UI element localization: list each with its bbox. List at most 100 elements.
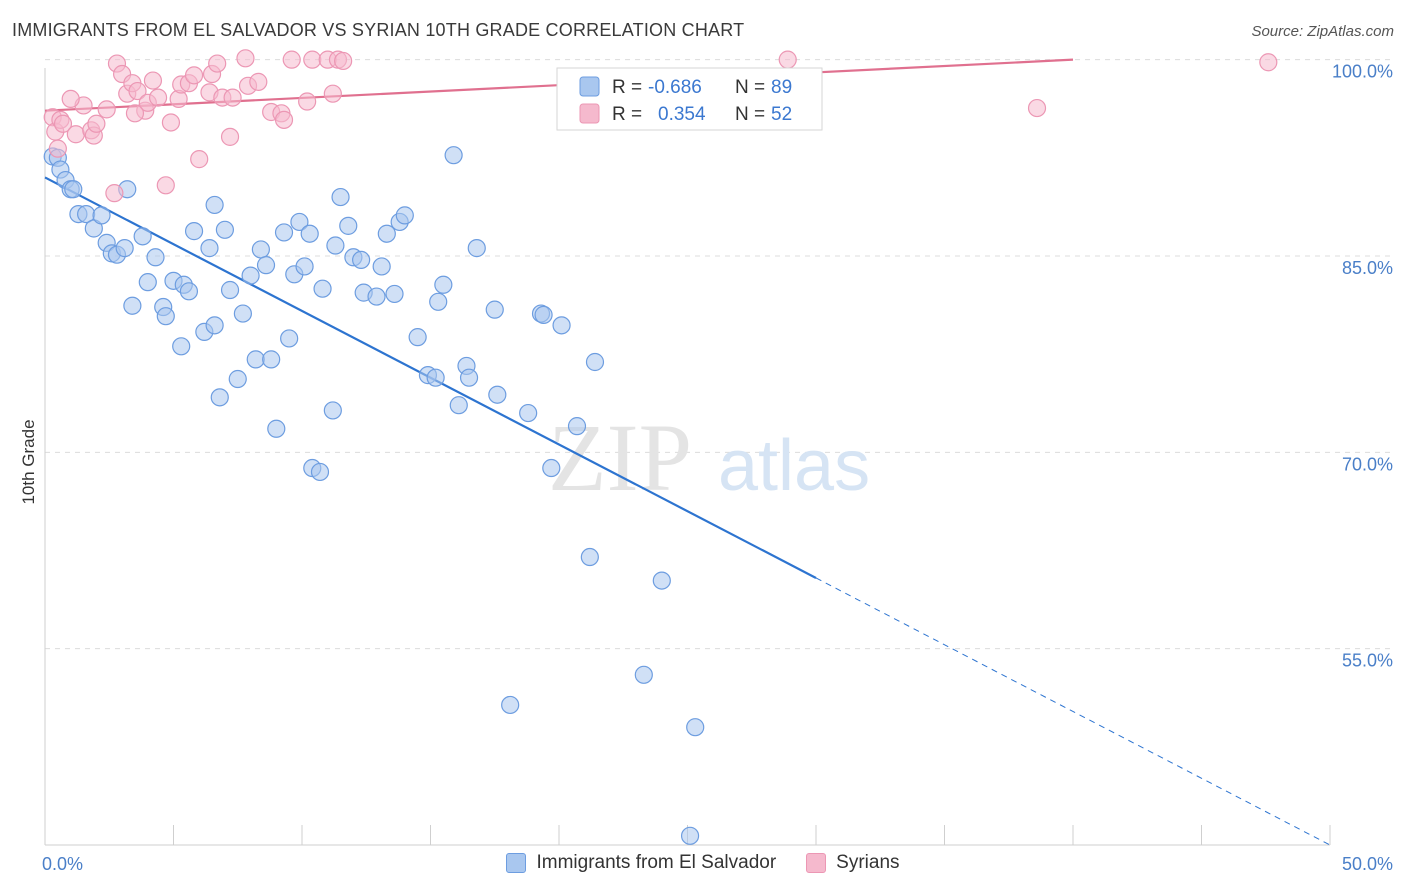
legend-swatch-pink <box>579 103 600 124</box>
y-axis-label: 10th Grade <box>19 419 38 504</box>
source-credit: Source: ZipAtlas.com <box>1251 23 1394 40</box>
legend-item-el-salvador: Immigrants from El Salvador <box>506 852 776 874</box>
point-el-salvador-66 <box>429 292 448 311</box>
point-syrians-34 <box>236 49 255 68</box>
point-el-salvador-81 <box>567 417 587 436</box>
point-el-salvador-17 <box>138 273 157 292</box>
point-syrians-33 <box>223 88 242 107</box>
point-el-salvador-63 <box>408 328 427 347</box>
legend-blue-r-label: R = <box>612 77 642 98</box>
point-syrians-2 <box>48 139 67 158</box>
legend-pink-n-value: 52 <box>771 104 792 125</box>
point-el-salvador-20 <box>156 307 175 326</box>
point-el-salvador-30 <box>210 388 229 407</box>
point-el-salvador-51 <box>326 236 345 255</box>
point-syrians-36 <box>249 72 268 91</box>
point-el-salvador-39 <box>262 350 281 369</box>
legend-pink-r-label: R = <box>612 104 642 125</box>
point-el-salvador-58 <box>372 257 391 276</box>
point-syrians-40 <box>282 50 301 69</box>
point-el-salvador-86 <box>686 718 705 737</box>
point-el-salvador-73 <box>485 300 504 319</box>
point-el-salvador-52 <box>331 187 350 207</box>
series-el-salvador-points <box>43 146 705 845</box>
point-el-salvador-62 <box>395 206 414 225</box>
point-el-salvador-83 <box>585 352 605 372</box>
point-syrians-42 <box>303 50 322 69</box>
point-el-salvador-82 <box>580 547 599 567</box>
point-el-salvador-41 <box>274 223 294 242</box>
point-el-salvador-44 <box>290 212 309 232</box>
point-el-salvador-84 <box>634 665 653 684</box>
x-tick-label-1: 50.0% <box>1342 854 1393 874</box>
point-el-salvador-15 <box>133 227 152 246</box>
point-el-salvador-18 <box>146 248 165 267</box>
point-el-salvador-48 <box>310 462 330 482</box>
point-el-salvador-50 <box>323 401 342 420</box>
point-syrians-46 <box>334 51 353 71</box>
point-el-salvador-9 <box>92 206 111 225</box>
point-syrians-19 <box>143 71 163 90</box>
point-el-salvador-38 <box>256 256 276 275</box>
axes <box>44 68 1331 846</box>
point-syrians-32 <box>220 127 240 146</box>
legend-swatch-syrians <box>806 853 827 873</box>
point-el-salvador-28 <box>205 195 224 215</box>
legend-box <box>556 67 823 131</box>
gridlines <box>45 59 1392 650</box>
point-el-salvador-35 <box>241 266 260 285</box>
point-el-salvador-36 <box>246 350 265 369</box>
legend-swatch-blue <box>579 76 600 97</box>
point-syrians-10 <box>97 100 116 119</box>
legend-blue-r-value: -0.686 <box>648 77 702 98</box>
point-el-salvador-24 <box>179 282 199 301</box>
y-tick-label-0: 55.0% <box>1342 651 1393 671</box>
point-syrians-39 <box>274 110 294 129</box>
point-el-salvador-80 <box>552 316 571 335</box>
point-syrians-41 <box>298 92 317 111</box>
series-legend: Immigrants from El Salvador Syrians <box>0 852 1406 874</box>
legend-pink-n-label: N = <box>735 104 765 125</box>
point-syrians-4 <box>53 114 73 133</box>
point-syrians-16 <box>128 81 147 101</box>
point-syrians-44 <box>323 84 342 103</box>
point-el-salvador-60 <box>385 284 404 304</box>
point-el-salvador-85 <box>652 571 671 590</box>
point-el-salvador-71 <box>459 368 479 387</box>
legend-item-syrians: Syrians <box>806 852 900 874</box>
legend-pink-r-value: 0.354 <box>658 104 706 125</box>
legend-swatch-el-salvador <box>506 853 527 873</box>
point-el-salvador-75 <box>501 695 520 715</box>
point-el-salvador-59 <box>377 224 396 243</box>
point-el-salvador-76 <box>519 403 538 423</box>
point-el-salvador-78 <box>534 305 553 324</box>
point-el-salvador-45 <box>295 257 314 276</box>
point-el-salvador-5 <box>64 180 83 199</box>
series-syrians-points <box>43 49 1278 203</box>
tick-labels: 55.0% 70.0% 85.0% 100.0% 0.0% 50.0% <box>42 62 1393 874</box>
point-syrians-47 <box>778 50 797 69</box>
legend-blue-n-label: N = <box>735 77 765 98</box>
chart-title: IMMIGRANTS FROM EL SALVADOR VS SYRIAN 10… <box>12 20 745 40</box>
point-el-salvador-31 <box>215 220 234 239</box>
y-tick-label-2: 85.0% <box>1342 258 1393 278</box>
legend-blue-n-value: 89 <box>771 77 792 98</box>
point-el-salvador-74 <box>488 385 507 404</box>
legend-label-syrians: Syrians <box>836 852 900 873</box>
point-el-salvador-79 <box>542 458 561 478</box>
point-el-salvador-33 <box>228 369 247 389</box>
point-el-salvador-49 <box>313 279 332 298</box>
point-el-salvador-68 <box>444 146 463 165</box>
watermark: ZIP atlas <box>548 404 870 511</box>
point-el-salvador-67 <box>434 275 453 294</box>
watermark-atlas: atlas <box>718 426 870 506</box>
point-syrians-22 <box>161 113 181 132</box>
watermark-zip: ZIP <box>548 404 692 511</box>
correlation-legend: R = -0.686 N = 89 R = 0.354 N = 52 <box>556 67 823 131</box>
point-syrians-49 <box>1259 53 1278 72</box>
point-el-salvador-42 <box>280 329 299 348</box>
point-el-salvador-25 <box>184 222 204 241</box>
point-el-salvador-72 <box>467 239 486 258</box>
point-syrians-30 <box>208 54 227 73</box>
